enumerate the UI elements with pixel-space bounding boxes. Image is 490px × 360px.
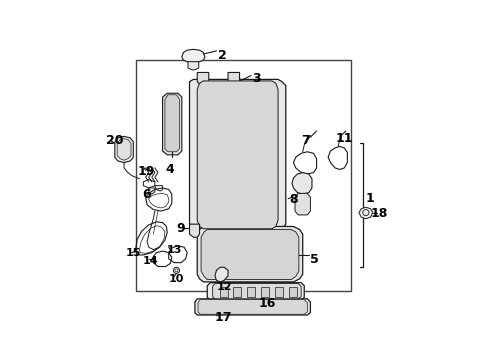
Polygon shape	[213, 283, 301, 299]
Text: 17: 17	[215, 311, 232, 324]
Bar	[261, 287, 269, 297]
Text: 12: 12	[217, 282, 232, 292]
Text: 14: 14	[143, 256, 158, 266]
Polygon shape	[228, 72, 240, 86]
Text: 2: 2	[218, 49, 227, 62]
Polygon shape	[197, 226, 303, 282]
Text: 13: 13	[167, 245, 182, 255]
Polygon shape	[188, 62, 199, 70]
Text: 4: 4	[166, 163, 174, 176]
Polygon shape	[295, 193, 311, 215]
Text: 19: 19	[138, 165, 155, 178]
Polygon shape	[292, 172, 312, 194]
Text: 9: 9	[176, 222, 185, 235]
Polygon shape	[117, 139, 131, 160]
Bar	[275, 287, 283, 297]
Polygon shape	[163, 93, 182, 155]
Text: 15: 15	[125, 248, 141, 258]
Polygon shape	[190, 80, 286, 232]
Polygon shape	[207, 283, 304, 300]
Polygon shape	[215, 267, 228, 282]
Polygon shape	[182, 49, 205, 62]
Text: 16: 16	[259, 297, 276, 310]
Text: 8: 8	[290, 193, 298, 206]
Text: 1: 1	[365, 192, 374, 205]
Text: 20: 20	[106, 134, 123, 147]
Bar	[247, 287, 255, 297]
Bar	[220, 287, 228, 297]
Polygon shape	[198, 300, 307, 314]
Polygon shape	[201, 230, 299, 280]
Bar	[289, 287, 296, 297]
Polygon shape	[359, 207, 373, 219]
Text: 11: 11	[336, 132, 353, 145]
Text: 7: 7	[301, 134, 310, 147]
Bar	[136, 60, 351, 291]
Polygon shape	[197, 72, 209, 86]
Polygon shape	[115, 136, 133, 163]
Text: 3: 3	[253, 72, 261, 85]
Text: 6: 6	[143, 188, 151, 201]
Text: 5: 5	[311, 253, 319, 266]
Text: 18: 18	[370, 207, 388, 220]
Bar	[233, 287, 241, 297]
Polygon shape	[190, 224, 199, 237]
Text: 10: 10	[169, 274, 184, 284]
Polygon shape	[197, 81, 278, 229]
Polygon shape	[195, 299, 311, 315]
Polygon shape	[165, 95, 179, 152]
